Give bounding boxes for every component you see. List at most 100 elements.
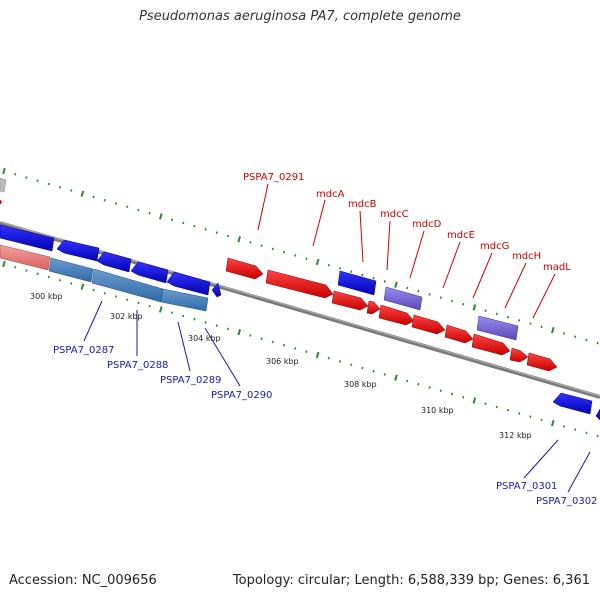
minor-tick — [294, 254, 297, 257]
gene-block-steel[interactable] — [48, 257, 94, 283]
gene-arrow-forward[interactable] — [265, 269, 334, 299]
minor-tick — [406, 379, 409, 383]
minor-tick — [327, 356, 330, 360]
minor-tick — [148, 304, 151, 308]
minor-tick — [529, 322, 532, 325]
minor-tick — [350, 270, 353, 273]
gene-label-reverse[interactable]: PSPA7_0290 — [211, 390, 272, 401]
gene-label-forward[interactable]: mdcE — [447, 230, 475, 241]
gene-arrow-reverse[interactable] — [130, 261, 169, 284]
genome-backbone — [0, 221, 600, 399]
minor-tick — [92, 288, 95, 292]
gene-arrow-forward[interactable] — [509, 347, 529, 363]
minor-tick — [350, 363, 353, 366]
minor-tick — [137, 301, 140, 305]
gene-label-forward[interactable]: mdcD — [412, 219, 442, 230]
minor-tick — [282, 343, 286, 347]
label-leader-line — [204, 327, 241, 387]
label-leader-line — [83, 300, 103, 342]
minor-tick — [540, 325, 543, 329]
minor-tick — [428, 293, 431, 296]
gene-label-forward[interactable]: mdcG — [480, 241, 509, 252]
gene-block-steel[interactable] — [160, 288, 209, 312]
minor-tick — [114, 295, 118, 298]
minor-tick — [562, 332, 566, 335]
major-tick — [2, 260, 6, 268]
minor-tick — [260, 244, 263, 247]
gene-arrow-reverse[interactable] — [96, 251, 132, 273]
major-tick — [472, 304, 477, 311]
gene-label-reverse[interactable]: PSPA7_0301 — [496, 481, 557, 492]
gene-arrow-red-partial[interactable] — [0, 200, 2, 204]
gene-arrow-forward[interactable] — [225, 257, 264, 280]
tick-track-lower — [2, 260, 599, 438]
gene-arrow-reverse[interactable] — [0, 224, 55, 252]
gene-arrow-reverse[interactable] — [166, 271, 211, 296]
major-tick — [472, 397, 477, 404]
scale-label: 312 kbp — [499, 431, 532, 440]
gene-arrow-reverse[interactable] — [595, 408, 600, 421]
gene-arrow-forward[interactable] — [366, 300, 381, 315]
minor-tick — [450, 299, 454, 303]
scale-label: 302 kbp — [110, 312, 143, 321]
minor-tick — [36, 179, 39, 183]
minor-tick — [383, 373, 386, 376]
gene-label-forward[interactable]: mdcB — [348, 199, 377, 210]
minor-tick — [484, 309, 487, 312]
gene-label-reverse[interactable]: PSPA7_0288 — [107, 360, 168, 371]
gene-arrow-grey[interactable] — [0, 177, 7, 193]
accession-text: Accession: NC_009656 — [9, 573, 157, 588]
minor-tick — [47, 275, 50, 279]
gene-arrow-forward[interactable] — [411, 314, 446, 335]
gene-label-forward[interactable]: mdcH — [512, 251, 541, 262]
minor-tick — [518, 412, 521, 415]
gene-arrow-reverse[interactable] — [552, 392, 593, 415]
gene-label-forward[interactable]: PSPA7_0291 — [243, 172, 304, 183]
minor-tick — [383, 280, 386, 283]
label-leader-line — [504, 262, 527, 309]
scale-label: 308 kbp — [344, 380, 377, 389]
minor-tick — [204, 321, 207, 324]
gene-arrow-reverse[interactable] — [211, 282, 222, 298]
gene-block-rna[interactable] — [476, 315, 519, 341]
gene-label-forward[interactable]: madL — [543, 262, 571, 273]
major-tick — [551, 419, 555, 427]
gene-block-blue[interactable] — [337, 270, 377, 296]
label-leader-line — [359, 210, 364, 263]
minor-tick — [58, 278, 62, 282]
minor-tick — [260, 337, 263, 340]
map-title: Pseudomonas aeruginosa PA7, complete gen… — [139, 9, 461, 24]
gene-block-pink[interactable] — [0, 244, 51, 271]
gene-arrow-forward[interactable] — [526, 352, 558, 372]
gene-arrow-forward[interactable] — [331, 290, 369, 311]
minor-tick — [439, 296, 442, 299]
minor-tick — [417, 382, 420, 386]
gene-arrow-forward[interactable] — [378, 304, 415, 326]
minor-tick — [249, 241, 252, 244]
gene-arrow-reverse[interactable] — [56, 239, 100, 262]
label-leader-line — [386, 220, 391, 271]
gene-arrow-forward[interactable] — [471, 333, 511, 356]
major-tick — [551, 326, 555, 334]
scale-label: 300 kbp — [30, 292, 63, 301]
minor-tick — [103, 291, 106, 295]
minor-tick — [215, 324, 218, 327]
gene-label-reverse[interactable]: PSPA7_0302 — [536, 496, 597, 507]
label-leader-line — [257, 183, 269, 231]
minor-tick — [372, 276, 375, 280]
minor-tick — [182, 314, 185, 318]
gene-label-forward[interactable]: mdcA — [316, 189, 345, 200]
gene-label-reverse[interactable]: PSPA7_0287 — [53, 345, 114, 356]
scale-label: 306 kbp — [266, 357, 299, 366]
major-tick — [315, 258, 320, 266]
minor-tick — [574, 335, 577, 338]
gene-arrow-forward[interactable] — [444, 324, 474, 344]
minor-tick — [585, 338, 588, 342]
minor-tick — [529, 415, 532, 418]
scale-label: 304 kbp — [188, 334, 221, 343]
gene-label-reverse[interactable]: PSPA7_0289 — [160, 375, 221, 386]
label-leaders — [83, 183, 591, 493]
gene-block-rna[interactable] — [383, 286, 423, 311]
gene-label-forward[interactable]: mdcC — [380, 209, 409, 220]
